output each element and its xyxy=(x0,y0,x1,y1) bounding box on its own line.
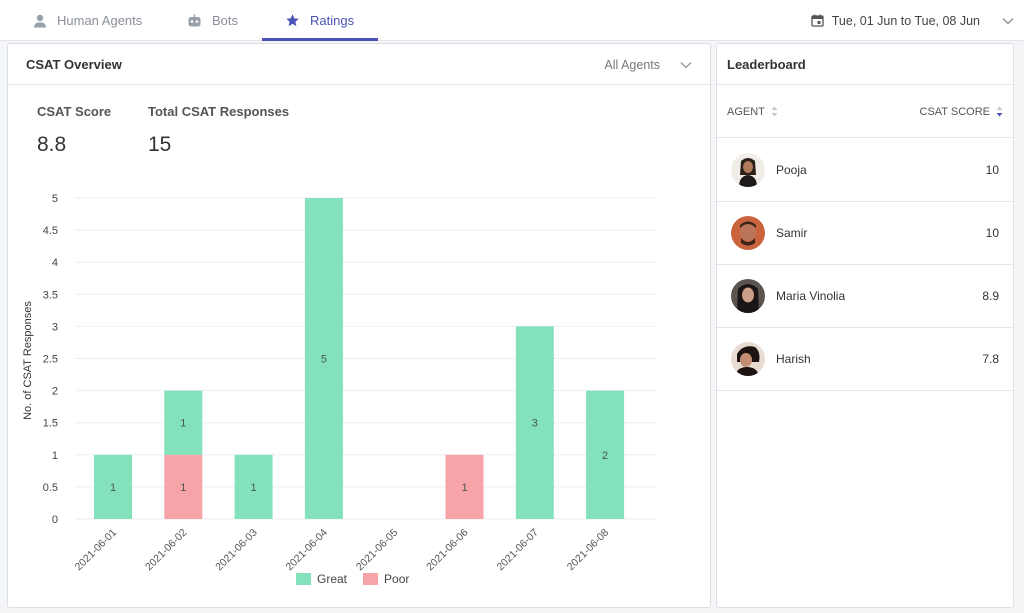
date-range-picker[interactable]: Tue, 01 Jun to Tue, 08 Jun xyxy=(811,0,1014,41)
tab-bots[interactable]: Bots xyxy=(187,0,238,41)
y-tick-label: 5 xyxy=(52,193,58,205)
bar-great[interactable] xyxy=(234,454,273,519)
tab-human-agents[interactable]: Human Agents xyxy=(33,0,142,41)
avatar xyxy=(731,153,765,187)
csat-score-stat: CSAT Score 8.8 xyxy=(37,104,111,157)
tab-label: Human Agents xyxy=(57,13,143,28)
legend-label-great: Great xyxy=(317,572,348,586)
avatar xyxy=(731,342,765,376)
y-tick-label: 3.5 xyxy=(43,289,58,301)
agent-csat-score: 8.9 xyxy=(982,289,999,303)
leaderboard-panel: Leaderboard AGENT CSAT SCORE xyxy=(716,43,1014,608)
x-tick-label: 2021-06-02 xyxy=(143,527,190,574)
bar-poor[interactable] xyxy=(164,454,203,519)
y-tick-label: 3 xyxy=(52,321,58,333)
leaderboard-column-header: AGENT CSAT SCORE xyxy=(717,85,1013,138)
sort-by-agent[interactable]: AGENT xyxy=(727,85,778,138)
csat-bar-chart: 0 0.5 1 1.5 2 2.5 3 3.5 4 4.5 5 No. of CSAT Respons… xyxy=(22,193,656,574)
avatar xyxy=(731,216,765,250)
agent-filter-select[interactable]: All Agents xyxy=(604,44,692,85)
bar-great[interactable] xyxy=(515,326,554,519)
x-tick-label: 2021-06-04 xyxy=(284,527,331,574)
chevron-down-icon xyxy=(680,61,692,68)
chart-legend: Great Poor xyxy=(296,572,425,586)
bar-value-label: 5 xyxy=(321,354,327,366)
y-tick-label: 2 xyxy=(52,386,58,398)
leaderboard-row[interactable]: Samir 10 xyxy=(717,202,1013,265)
bar-great[interactable] xyxy=(94,454,132,519)
agent-name: Maria Vinolia xyxy=(776,289,846,303)
score-column-label: CSAT SCORE xyxy=(919,105,991,118)
x-tick-label: 2021-06-03 xyxy=(213,527,260,574)
bar-poor[interactable] xyxy=(445,454,484,519)
tab-ratings[interactable]: Ratings xyxy=(285,0,354,41)
bar-value-label: 3 xyxy=(532,418,538,430)
y-tick-label: 0.5 xyxy=(43,482,58,494)
chevron-down-icon xyxy=(1002,17,1014,24)
bar-great[interactable] xyxy=(164,390,203,455)
legend-item-great[interactable]: Great xyxy=(296,572,347,586)
top-nav: Human Agents Bots Ratings Tue, 01 Jun to… xyxy=(0,0,1024,41)
agent-csat-score: 7.8 xyxy=(982,352,999,366)
y-axis-label: No. of CSAT Responses xyxy=(22,301,34,420)
panel-title: CSAT Overview xyxy=(26,56,122,72)
bar-value-label: 1 xyxy=(110,482,116,494)
x-tick-label: 2021-06-01 xyxy=(73,527,120,574)
legend-swatch-great xyxy=(296,573,311,585)
x-tick-label: 2021-06-07 xyxy=(494,527,541,574)
panel-title: Leaderboard xyxy=(727,56,806,72)
bar-great[interactable] xyxy=(586,390,625,519)
leaderboard-row[interactable]: Harish 7.8 xyxy=(717,328,1013,391)
sort-icon xyxy=(771,106,778,117)
active-tab-indicator xyxy=(262,38,378,41)
y-tick-label: 1 xyxy=(52,450,58,462)
csat-panel-header: CSAT Overview All Agents xyxy=(8,44,710,85)
total-responses-stat: Total CSAT Responses 15 xyxy=(148,104,289,157)
legend-label-poor: Poor xyxy=(384,572,410,586)
csat-score-value: 8.8 xyxy=(37,133,67,156)
calendar-icon xyxy=(811,14,824,27)
total-responses-label: Total CSAT Responses xyxy=(148,104,290,119)
person-icon xyxy=(34,14,46,27)
bar-value-label: 1 xyxy=(180,418,186,430)
sort-by-csat-score[interactable]: CSAT SCORE xyxy=(920,85,1004,138)
avatar xyxy=(731,279,765,313)
leaderboard-row[interactable]: Maria Vinolia 8.9 xyxy=(717,265,1013,328)
y-tick-label: 4 xyxy=(52,257,58,269)
agent-name: Samir xyxy=(776,226,808,240)
x-tick-label: 2021-06-06 xyxy=(424,527,471,574)
leaderboard-row[interactable]: Pooja 10 xyxy=(717,139,1013,202)
bar-value-label: 1 xyxy=(180,482,186,494)
star-icon xyxy=(286,14,299,27)
y-tick-label: 1.5 xyxy=(43,418,58,430)
agent-name: Harish xyxy=(776,352,811,366)
legend-item-poor[interactable]: Poor xyxy=(363,572,409,586)
y-tick-label: 2.5 xyxy=(43,354,58,366)
leaderboard-header: Leaderboard xyxy=(717,44,1013,85)
tab-label: Ratings xyxy=(310,13,355,28)
agent-filter-value: All Agents xyxy=(604,57,660,72)
date-range-text: Tue, 01 Jun to Tue, 08 Jun xyxy=(831,13,980,28)
agent-csat-score: 10 xyxy=(985,163,999,177)
bar-value-label: 1 xyxy=(461,482,467,494)
x-tick-label: 2021-06-05 xyxy=(354,527,401,574)
x-tick-label: 2021-06-08 xyxy=(565,527,612,574)
bar-value-label: 1 xyxy=(251,482,257,494)
csat-overview-panel: CSAT Overview All Agents CSAT Score 8.8 … xyxy=(7,43,711,608)
bot-icon xyxy=(188,14,201,26)
agent-column-label: AGENT xyxy=(727,105,765,118)
csat-score-label: CSAT Score xyxy=(37,104,112,119)
legend-swatch-poor xyxy=(363,573,379,585)
agent-name: Pooja xyxy=(776,163,807,177)
y-tick-label: 4.5 xyxy=(43,225,58,237)
bar-value-label: 2 xyxy=(602,450,608,462)
total-responses-value: 15 xyxy=(148,133,172,156)
agent-csat-score: 10 xyxy=(985,226,999,240)
sort-desc-icon xyxy=(996,106,1003,117)
bar-great[interactable] xyxy=(304,198,343,519)
tab-label: Bots xyxy=(212,13,239,28)
y-tick-label: 0 xyxy=(52,514,58,526)
